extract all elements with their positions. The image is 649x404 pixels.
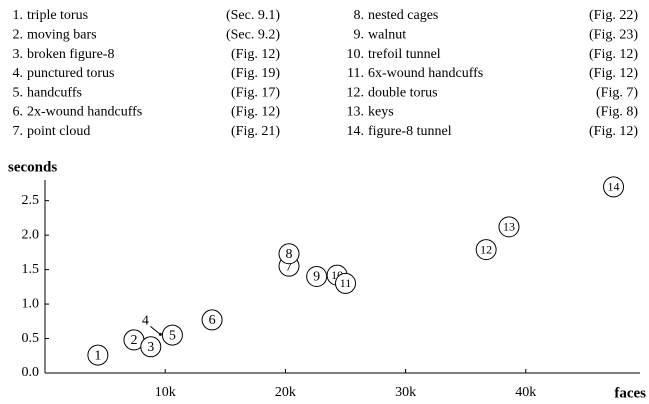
legend-ref: (Fig. 8) <box>596 105 638 120</box>
legend-number: 12. <box>347 85 365 100</box>
point <box>140 336 162 358</box>
y-tick-label: 2.5 <box>22 193 40 208</box>
point <box>278 243 300 265</box>
legend-ref: (Fig. 12) <box>589 66 638 81</box>
legend-name: keys <box>368 105 394 120</box>
legend-name: walnut <box>368 28 406 43</box>
point-label: 7 <box>286 259 293 274</box>
legend-number: 1. <box>13 8 24 23</box>
y-tick-label: 1.5 <box>22 262 40 277</box>
point <box>603 176 625 198</box>
legend-number: 7. <box>13 124 24 139</box>
x-tick-label: 10k <box>155 385 176 400</box>
point <box>475 239 497 261</box>
legend-name: 6x-wound handcuffs <box>368 66 483 81</box>
legend-ref: (Fig. 12) <box>589 124 638 139</box>
leader-line <box>150 326 161 335</box>
legend-ref: (Fig. 12) <box>231 105 280 120</box>
legend-ref: (Fig. 21) <box>231 124 280 139</box>
legend-name: trefoil tunnel <box>368 47 441 62</box>
legend-ref: (Fig. 22) <box>589 8 638 23</box>
x-tick-label: 30k <box>395 385 416 400</box>
legend-number: 3. <box>13 47 24 62</box>
legend-name: triple torus <box>27 8 88 23</box>
legend-ref: (Fig. 7) <box>596 85 638 100</box>
y-tick-label: 1.0 <box>22 296 40 311</box>
legend-number: 14. <box>347 124 365 139</box>
y-axis-title: seconds <box>8 159 57 175</box>
point <box>201 309 223 331</box>
legend-ref: (Sec. 9.1) <box>226 8 280 23</box>
point-label: 2 <box>130 333 137 348</box>
legend-number: 4. <box>13 66 24 81</box>
y-tick-label: 0.0 <box>22 365 40 380</box>
legend-ref: (Fig. 19) <box>231 66 280 81</box>
point <box>87 344 109 366</box>
point-label: 11 <box>340 276 352 290</box>
legend-name: point cloud <box>27 124 90 139</box>
legend-ref: (Fig. 17) <box>231 85 280 100</box>
legend-name: nested cages <box>368 8 438 23</box>
legend-ref: (Fig. 12) <box>231 47 280 62</box>
point <box>498 216 520 238</box>
x-tick-label: 20k <box>275 385 296 400</box>
point-label: 1 <box>94 348 101 363</box>
legend-number: 9. <box>354 28 365 43</box>
legend-name: punctured torus <box>27 66 114 81</box>
x-axis-title: faces <box>614 385 646 401</box>
point-label: 13 <box>503 220 515 234</box>
legend-number: 10. <box>347 47 365 62</box>
legend-name: figure-8 tunnel <box>368 124 452 139</box>
point-label: 14 <box>608 180 620 194</box>
legend-name: 2x-wound handcuffs <box>27 105 142 120</box>
legend-number: 11. <box>347 66 364 81</box>
point-label: 9 <box>313 270 320 285</box>
x-tick-label: 40k <box>515 385 536 400</box>
y-tick-label: 2.0 <box>22 227 40 242</box>
point <box>335 272 357 294</box>
legend-number: 6. <box>13 105 24 120</box>
legend-number: 5. <box>13 85 24 100</box>
point-label: 5 <box>169 328 176 343</box>
point-label: 4 <box>142 314 149 329</box>
legend-ref: (Fig. 23) <box>589 28 638 43</box>
point-label: 3 <box>147 340 154 355</box>
point-label: 8 <box>286 247 293 262</box>
legend-ref: (Sec. 9.2) <box>226 28 280 43</box>
y-tick-label: 0.5 <box>22 331 40 346</box>
point <box>161 324 183 346</box>
legend-name: moving bars <box>27 28 97 43</box>
point <box>306 266 328 287</box>
legend-number: 13. <box>347 105 365 120</box>
legend-name: double torus <box>368 85 438 100</box>
legend-number: 8. <box>354 8 365 23</box>
legend-number: 2. <box>13 28 24 43</box>
point <box>158 332 162 336</box>
point-label: 12 <box>480 242 492 256</box>
legend-name: broken figure-8 <box>27 47 114 62</box>
legend-name: handcuffs <box>27 85 82 100</box>
point-label: 6 <box>209 313 216 328</box>
legend-ref: (Fig. 12) <box>589 47 638 62</box>
